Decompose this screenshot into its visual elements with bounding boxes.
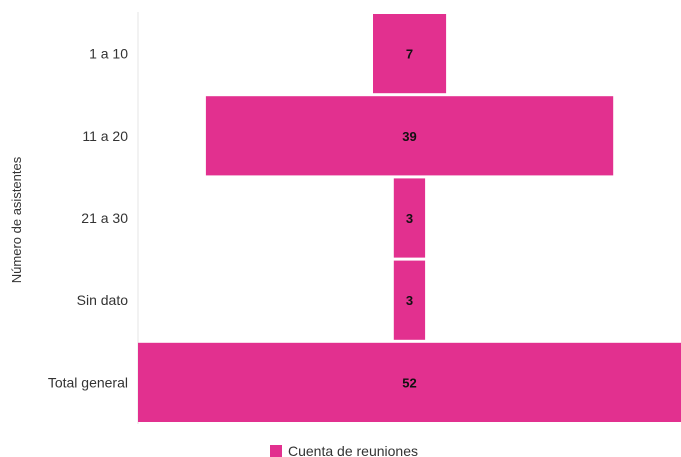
- category-label-sin-dato: Sin dato: [77, 292, 129, 308]
- value-label-21-a-30: 3: [406, 211, 413, 226]
- value-label-1-a-10: 7: [406, 47, 413, 62]
- bar-1-a-10: [373, 14, 447, 94]
- category-label-1-a-10: 1 a 10: [89, 46, 128, 62]
- bar-sin-dato: [393, 260, 426, 340]
- legend-swatch-cuenta-de-reuniones: [270, 445, 282, 457]
- category-labels-group: 1 a 10 11 a 20 21 a 30 Sin dato Total genera…: [48, 46, 128, 391]
- value-label-sin-dato: 3: [406, 293, 413, 308]
- legend-label-cuenta-de-reuniones: Cuenta de reuniones: [288, 443, 418, 457]
- bar-total-general: [138, 342, 681, 422]
- y-axis-title: Número de asistentes: [9, 156, 24, 283]
- value-label-total-general: 52: [402, 375, 416, 390]
- category-label-11-a-20: 11 a 20: [82, 128, 128, 144]
- bar-11-a-20: [205, 96, 614, 176]
- value-labels-group: 7 39 3 3 52: [402, 47, 416, 391]
- legend: Cuenta de reuniones: [270, 443, 418, 457]
- bars-group: [138, 14, 681, 422]
- value-label-11-a-20: 39: [402, 129, 416, 144]
- bar-21-a-30: [393, 178, 426, 258]
- category-label-total-general: Total general: [48, 374, 128, 390]
- category-label-21-a-30: 21 a 30: [81, 210, 128, 226]
